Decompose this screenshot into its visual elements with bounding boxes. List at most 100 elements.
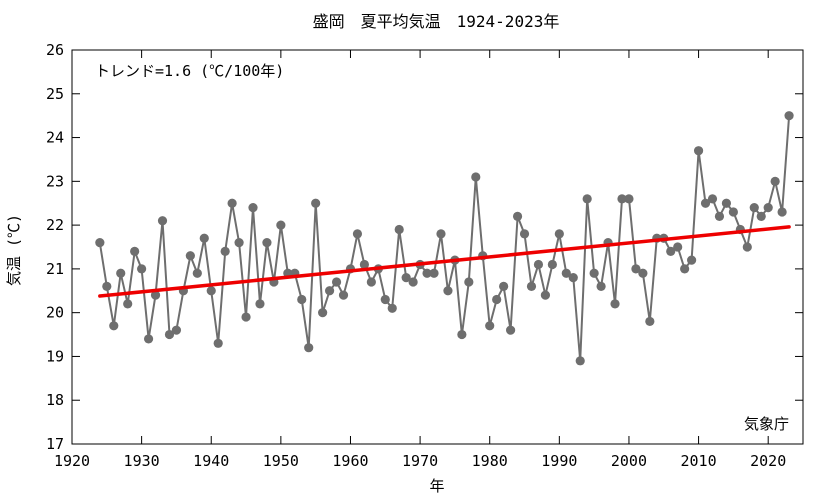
- x-tick-label: 2010: [681, 452, 717, 470]
- data-point: [262, 238, 272, 248]
- data-point: [721, 198, 732, 208]
- data-point: [638, 268, 648, 278]
- y-tick-label: 22: [46, 216, 64, 234]
- y-tick-label: 17: [46, 435, 64, 453]
- x-tick-label: 1940: [193, 452, 229, 470]
- data-point: [666, 246, 676, 256]
- data-point: [130, 246, 140, 256]
- data-point: [102, 281, 112, 291]
- data-point: [123, 299, 133, 309]
- data-point: [143, 334, 154, 344]
- data-point: [693, 146, 704, 156]
- data-point: [457, 329, 467, 340]
- data-point: [422, 268, 432, 278]
- data-point: [429, 268, 439, 278]
- data-point: [547, 259, 557, 270]
- data-point: [492, 294, 502, 305]
- data-point: [324, 286, 335, 296]
- data-point: [506, 325, 516, 335]
- data-point: [763, 203, 773, 213]
- x-tick-label: 1920: [54, 452, 90, 470]
- data-point: [185, 251, 195, 261]
- source-label: 気象庁: [744, 415, 789, 433]
- data-point: [631, 264, 641, 274]
- data-point: [499, 281, 509, 291]
- data-point: [199, 233, 209, 243]
- data-point: [255, 299, 265, 309]
- data-point: [338, 290, 349, 300]
- data-point: [561, 268, 571, 278]
- data-point: [352, 229, 363, 239]
- axis-ticks: 1920 1930 1940 1950 1960 1970 1980 1990 2000 2010…: [46, 41, 803, 470]
- y-tick-label: 20: [46, 304, 64, 322]
- y-axis-label: 気温 (℃): [5, 214, 23, 286]
- data-point: [749, 203, 759, 213]
- data-point: [707, 194, 718, 204]
- data-point: [728, 207, 738, 217]
- x-tick-label: 1950: [263, 452, 299, 470]
- y-tick-label: 19: [46, 347, 64, 365]
- data-point: [687, 255, 697, 265]
- data-point: [512, 211, 523, 221]
- data-point: [359, 259, 369, 270]
- data-point: [485, 321, 495, 331]
- y-tick-label: 21: [46, 260, 64, 278]
- data-point: [297, 294, 307, 305]
- data-point: [318, 308, 328, 318]
- data-point: [568, 273, 578, 283]
- trend-line: [98, 225, 791, 298]
- y-tick-label: 25: [46, 85, 64, 103]
- chart-title: 盛岡 夏平均気温 1924-2023年: [313, 12, 560, 31]
- data-point: [304, 343, 314, 353]
- data-point: [617, 194, 627, 204]
- data-point: [777, 207, 787, 217]
- x-tick-label: 1990: [541, 452, 577, 470]
- data-point: [380, 294, 390, 305]
- data-point: [192, 268, 202, 278]
- data-point: [220, 246, 230, 256]
- y-tick-label: 18: [46, 391, 64, 409]
- data-point: [171, 325, 182, 335]
- data-series: [95, 111, 794, 366]
- data-point: [109, 321, 119, 331]
- data-point: [157, 216, 168, 226]
- data-point: [554, 229, 564, 239]
- data-point: [596, 281, 606, 291]
- trend-label: トレンド=1.6 (℃/100年): [95, 62, 284, 80]
- x-tick-label: 1980: [472, 452, 508, 470]
- data-point: [673, 242, 683, 252]
- y-tick-label: 26: [46, 41, 64, 59]
- x-axis-label: 年: [429, 477, 444, 495]
- data-point: [756, 211, 766, 221]
- data-point: [331, 277, 342, 287]
- x-tick-label: 2000: [611, 452, 647, 470]
- data-point: [311, 198, 321, 208]
- data-point: [742, 242, 752, 252]
- x-tick-label: 1960: [332, 452, 368, 470]
- data-point: [471, 172, 481, 182]
- data-point: [387, 303, 397, 313]
- data-point: [645, 316, 655, 327]
- x-tick-label: 2020: [750, 452, 786, 470]
- y-tick-label: 24: [46, 129, 64, 147]
- data-point: [575, 356, 585, 366]
- data-point: [784, 111, 794, 121]
- data-point: [589, 268, 599, 278]
- data-point: [164, 329, 175, 340]
- data-point: [540, 290, 551, 300]
- data-point: [234, 238, 244, 248]
- data-point: [582, 194, 592, 204]
- data-point: [213, 338, 223, 348]
- data-point: [533, 259, 544, 270]
- data-point: [95, 238, 105, 248]
- data-point: [680, 264, 690, 274]
- data-point: [366, 277, 376, 287]
- x-tick-label: 1970: [402, 452, 438, 470]
- data-point: [610, 299, 620, 309]
- data-point: [401, 273, 411, 283]
- data-point: [526, 281, 537, 291]
- data-point: [394, 224, 404, 235]
- data-point: [519, 229, 530, 239]
- data-point: [436, 229, 446, 239]
